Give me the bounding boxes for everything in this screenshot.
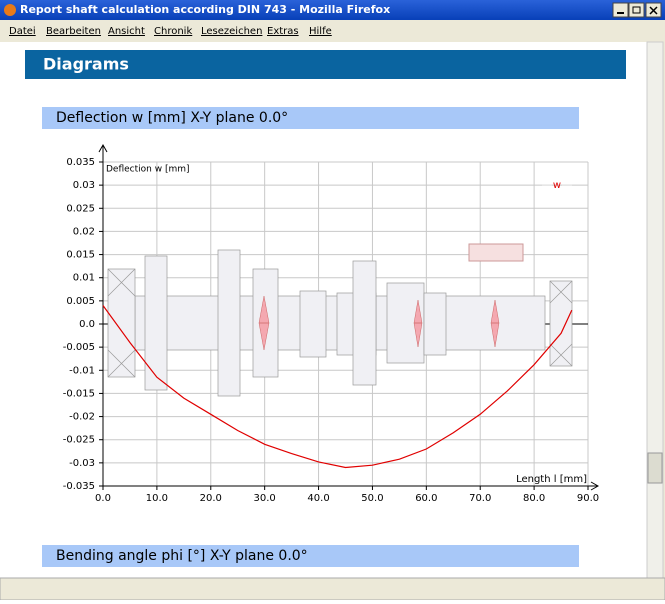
- window-title: Report shaft calculation according DIN 7…: [20, 3, 390, 16]
- x-tick-label: 30.0: [254, 493, 276, 504]
- status-bar: [0, 577, 665, 601]
- y-axis-label: Deflection w [mm]: [106, 165, 190, 175]
- section-bar: [42, 107, 579, 129]
- y-tick-label: -0.015: [63, 388, 95, 399]
- x-tick-label: 0.0: [95, 493, 111, 504]
- legend-label: w: [553, 180, 561, 191]
- y-tick-label: -0.02: [69, 412, 95, 423]
- x-tick-label: 60.0: [415, 493, 437, 504]
- section-title: Deflection w [mm] X-Y plane 0.0°: [56, 110, 288, 126]
- data-line: [102, 305, 573, 469]
- header-title: Diagrams: [43, 55, 129, 74]
- scrollbar[interactable]: [646, 41, 664, 579]
- x-tick-label: 20.0: [200, 493, 222, 504]
- menu-item[interactable]: Hilfe: [309, 26, 332, 37]
- x-axis-label: Length l [mm]: [516, 474, 587, 485]
- section-bar: [42, 545, 579, 567]
- x-tick-label: 80.0: [523, 493, 545, 504]
- menu-item[interactable]: Ansicht: [108, 26, 145, 37]
- x-tick-label: 90.0: [577, 493, 599, 504]
- y-tick-label: -0.005: [63, 342, 95, 353]
- menu-item[interactable]: Chronik: [154, 26, 192, 37]
- menu-bar: Datei Bearbeiten Ansicht Chronik Lesezeichen…: [9, 26, 332, 37]
- menu-item[interactable]: Extras: [267, 26, 299, 37]
- y-tick-label: -0.035: [63, 481, 95, 492]
- y-tick-label: 0.025: [66, 203, 95, 214]
- shaft-drawing: [107, 243, 573, 397]
- y-tick-label: 0.01: [73, 273, 95, 284]
- y-tick-label: 0.02: [73, 226, 95, 237]
- y-tick-label: -0.01: [69, 365, 95, 376]
- menu-item[interactable]: Lesezeichen: [201, 26, 262, 37]
- menu-item[interactable]: Bearbeiten: [46, 26, 101, 37]
- x-tick-label: 70.0: [469, 493, 491, 504]
- y-tick-label: 0.005: [66, 296, 95, 307]
- y-tick-label: -0.025: [63, 435, 95, 446]
- menu-item[interactable]: Datei: [9, 26, 36, 37]
- section-title: Bending angle phi [°] X-Y plane 0.0°: [56, 548, 308, 564]
- x-tick-label: 10.0: [146, 493, 168, 504]
- axis-arrow: [590, 481, 600, 491]
- header-bar: [25, 50, 626, 79]
- window-buttons[interactable]: [612, 2, 662, 18]
- x-tick-label: 50.0: [361, 493, 383, 504]
- y-tick-label: 0.0: [79, 319, 95, 330]
- y-tick-label: 0.035: [66, 157, 95, 168]
- x-tick-label: 40.0: [307, 493, 329, 504]
- y-tick-label: 0.015: [66, 250, 95, 261]
- axis-arrow: [98, 143, 108, 153]
- y-tick-label: -0.03: [69, 458, 95, 469]
- title-bar: [0, 0, 665, 20]
- y-tick-label: 0.03: [73, 180, 95, 191]
